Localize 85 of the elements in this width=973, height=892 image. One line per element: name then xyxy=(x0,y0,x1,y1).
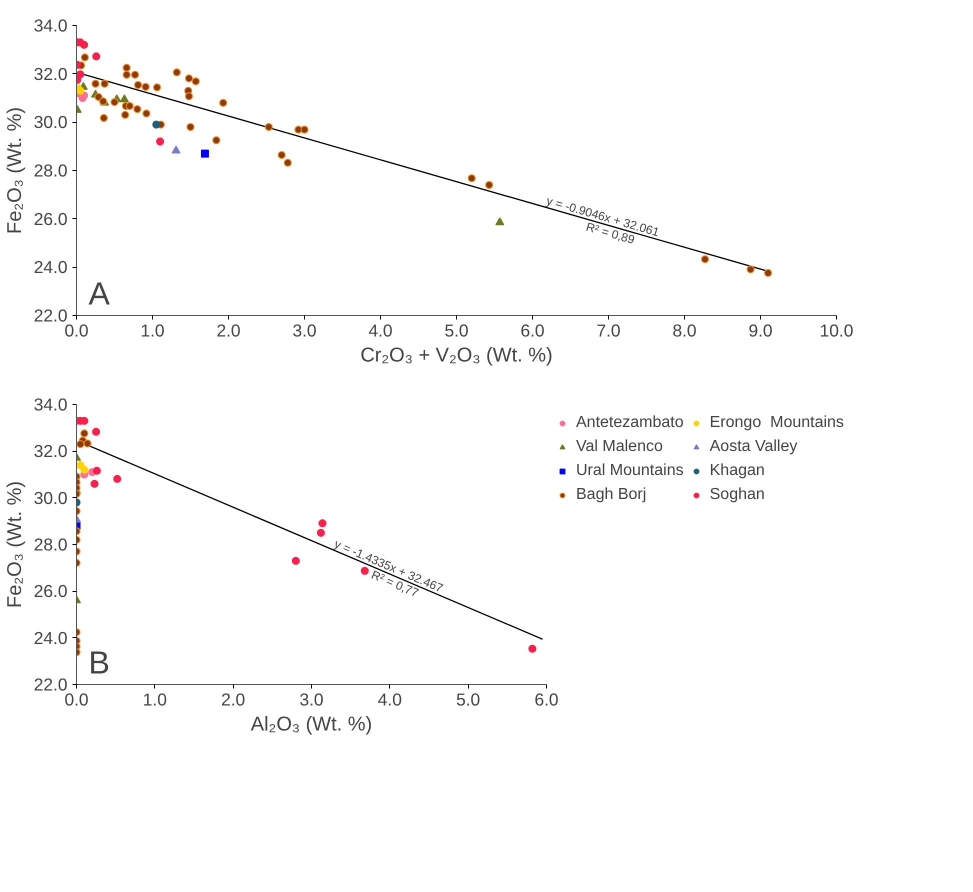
y-tick-label: 30.0 xyxy=(34,112,68,132)
legend-label: Bagh Borj xyxy=(576,486,646,504)
x-tick-label: 4.0 xyxy=(368,320,393,340)
point xyxy=(110,98,118,106)
point xyxy=(80,40,88,49)
x-tick-label: 1.0 xyxy=(142,690,167,710)
y-tick-label: 34.0 xyxy=(34,16,68,36)
point xyxy=(92,80,100,88)
x-tick-label: 6.0 xyxy=(534,690,559,710)
legend-label: Val Malenco xyxy=(576,438,663,456)
point xyxy=(192,77,200,86)
y-tick-label: 28.0 xyxy=(34,534,68,554)
x-tick-label: 10.0 xyxy=(820,320,854,340)
point xyxy=(485,181,494,189)
point xyxy=(219,98,228,107)
y-tick-label: 32.0 xyxy=(34,441,68,462)
legend-label: Aosta Valley xyxy=(710,438,798,456)
legend-label: Erongo Mountains xyxy=(710,414,844,432)
x-tick-label: 9.0 xyxy=(748,320,773,340)
x-tick-label: 5.0 xyxy=(444,320,469,340)
point xyxy=(468,174,476,182)
x-axis-title: Al₂O₃ (Wt. %) xyxy=(250,714,372,736)
x-tick-label: 3.0 xyxy=(299,690,324,710)
point xyxy=(76,86,84,95)
point xyxy=(184,74,193,82)
legend-label: Khagan xyxy=(710,462,765,480)
legend-label: Soghan xyxy=(710,486,765,504)
x-tick-label: 4.0 xyxy=(378,690,402,710)
x-tick-label: 2.0 xyxy=(216,320,241,340)
x-axis-title: Cr₂O₃ + V₂O₃ (Wt. %) xyxy=(360,344,553,366)
annotation: A xyxy=(88,276,110,312)
y-tick-label: 30.0 xyxy=(34,488,68,508)
point xyxy=(284,158,292,167)
point xyxy=(142,82,150,91)
point xyxy=(292,556,300,565)
y-tick-label: 28.0 xyxy=(34,160,68,180)
point xyxy=(152,120,160,129)
point xyxy=(100,80,109,88)
point xyxy=(122,64,131,72)
x-tick-label: 7.0 xyxy=(596,320,621,340)
y-tick-label: 26.0 xyxy=(34,581,68,602)
x-tick-label: 2.0 xyxy=(221,690,246,710)
point xyxy=(153,83,162,92)
point xyxy=(133,105,142,114)
x-tick-label: 6.0 xyxy=(520,320,545,340)
annotation: B xyxy=(88,644,110,680)
point xyxy=(142,109,150,118)
point xyxy=(318,519,326,528)
point xyxy=(172,68,181,76)
x-tick-label: 8.0 xyxy=(672,320,697,340)
point xyxy=(316,528,325,537)
legend-label: Antetezambato xyxy=(576,414,684,432)
legend-label: Ural Mountains xyxy=(576,462,684,480)
x-tick-label: 3.0 xyxy=(292,320,317,340)
y-axis-title: Fe₂O₃ (Wt. %) xyxy=(4,106,26,234)
point xyxy=(746,265,755,274)
y-tick-label: 32.0 xyxy=(34,64,68,84)
y-tick-label: 24.0 xyxy=(34,257,68,278)
point xyxy=(156,138,164,146)
point xyxy=(200,150,209,158)
x-tick-label: 5.0 xyxy=(456,690,480,710)
y-axis-title: Fe₂O₃ (Wt. %) xyxy=(4,480,26,608)
point xyxy=(701,255,710,264)
point xyxy=(131,70,140,79)
x-tick-label: 1.0 xyxy=(140,320,165,340)
point xyxy=(212,136,220,144)
point xyxy=(126,102,134,110)
point xyxy=(122,70,131,79)
point xyxy=(100,114,108,122)
point xyxy=(278,151,286,160)
point xyxy=(300,126,308,134)
point xyxy=(121,110,130,119)
point xyxy=(92,52,100,60)
point xyxy=(764,268,772,277)
y-tick-label: 26.0 xyxy=(34,208,68,229)
y-tick-label: 34.0 xyxy=(34,394,68,414)
point xyxy=(80,53,89,62)
point xyxy=(172,146,181,154)
point xyxy=(120,94,129,102)
point xyxy=(186,123,194,131)
point xyxy=(264,123,273,131)
point xyxy=(184,92,193,100)
point xyxy=(495,217,504,226)
y-tick-label: 24.0 xyxy=(34,628,68,648)
point xyxy=(134,80,142,89)
